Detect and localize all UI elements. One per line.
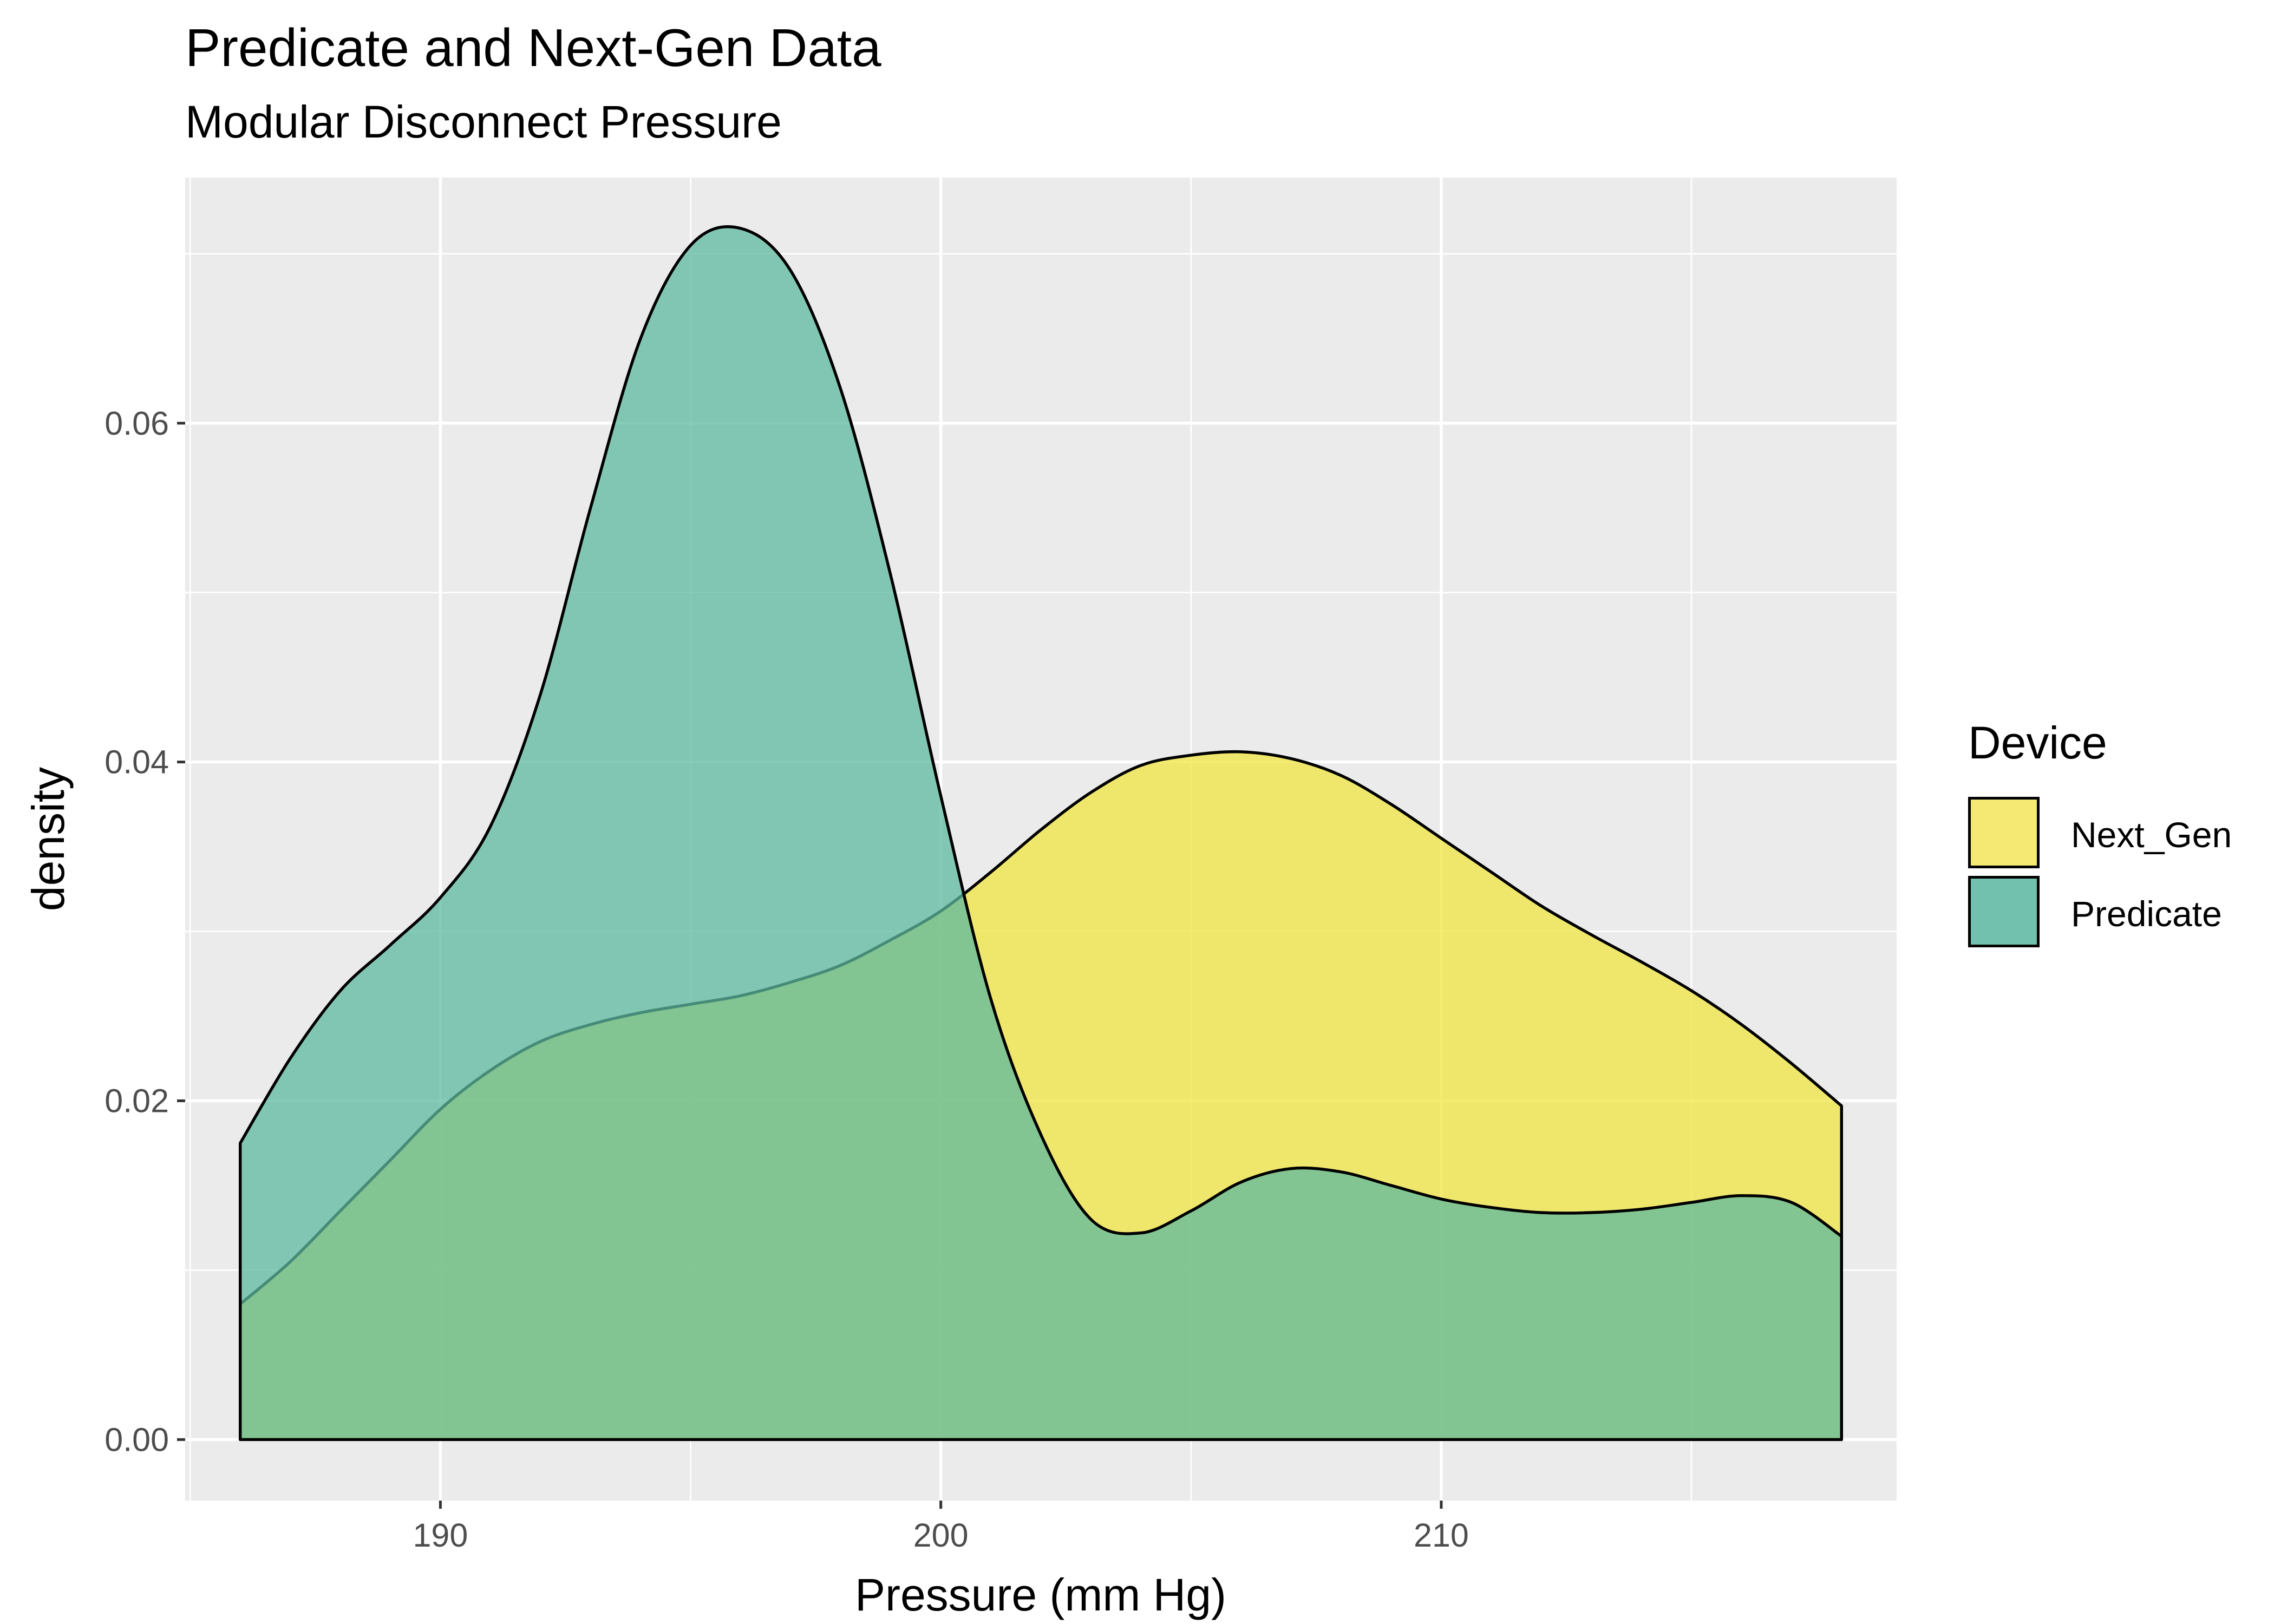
y-tick-label: 0.06 bbox=[104, 405, 169, 442]
legend-item-next-gen: Next_Gen bbox=[1968, 797, 2260, 876]
legend-label-predicate: Predicate bbox=[2071, 894, 2222, 934]
chart-subtitle: Modular Disconnect Pressure bbox=[185, 96, 782, 147]
legend-title: Device bbox=[1968, 717, 2107, 768]
x-axis-title: Pressure (mm Hg) bbox=[855, 1569, 1226, 1620]
y-tick-label: 0.02 bbox=[104, 1082, 169, 1119]
x-tick-label: 210 bbox=[1414, 1517, 1469, 1554]
legend-label-next-gen: Next_Gen bbox=[2071, 815, 2232, 855]
legend: Device Next_Gen Predicate bbox=[1968, 716, 2260, 965]
density-areas bbox=[239, 225, 1843, 1441]
y-axis-title: density bbox=[23, 767, 74, 911]
chart-title: Predicate and Next-Gen Data bbox=[185, 18, 881, 77]
legend-item-predicate: Predicate bbox=[1968, 876, 2260, 955]
legend-swatch-next-gen bbox=[1968, 797, 2040, 868]
x-tick-label: 190 bbox=[413, 1517, 468, 1554]
axes: 190 200 210 0.00 0.02 0.04 0.06 bbox=[104, 405, 1469, 1554]
x-tick-label: 200 bbox=[913, 1517, 969, 1554]
density-area-predicate bbox=[239, 225, 1843, 1441]
y-tick-label: 0.04 bbox=[104, 744, 169, 781]
y-tick-label: 0.00 bbox=[104, 1421, 169, 1458]
legend-swatch-predicate bbox=[1968, 876, 2040, 947]
